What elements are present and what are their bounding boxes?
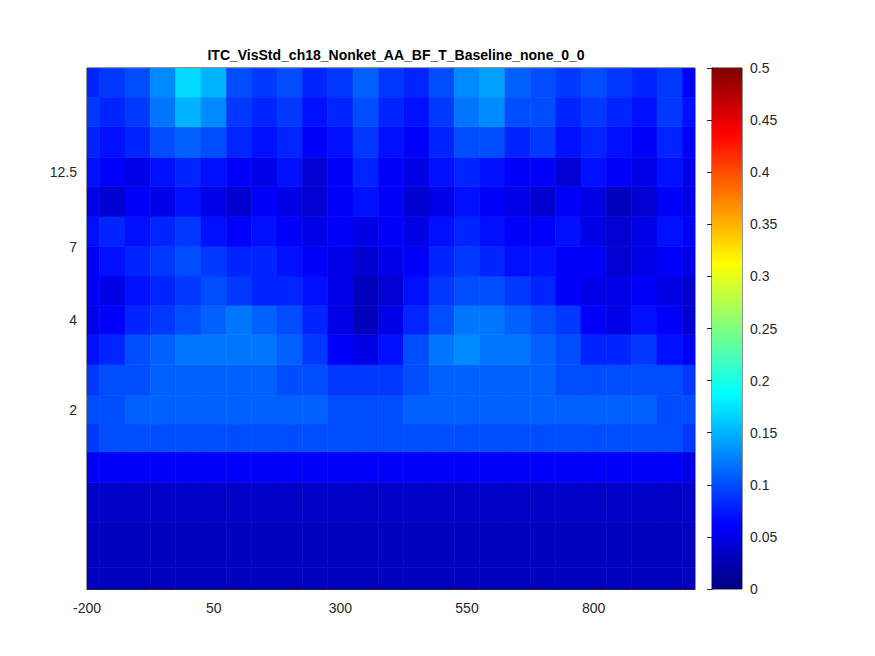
svg-text:800: 800 [582,600,606,616]
svg-text:0.35: 0.35 [750,216,777,232]
svg-text:300: 300 [329,600,353,616]
svg-text:0: 0 [750,581,758,597]
svg-text:0.4: 0.4 [750,164,770,180]
svg-text:0.3: 0.3 [750,268,770,284]
svg-text:0.15: 0.15 [750,425,777,441]
svg-text:12.5: 12.5 [50,164,77,180]
svg-text:0.2: 0.2 [750,373,770,389]
svg-text:0.1: 0.1 [750,477,770,493]
svg-text:0.05: 0.05 [750,529,777,545]
svg-text:0.45: 0.45 [750,112,777,128]
svg-text:2: 2 [69,402,77,418]
svg-text:0.25: 0.25 [750,321,777,337]
svg-text:ITC_VisStd_ch18_Nonket_AA_BF_T: ITC_VisStd_ch18_Nonket_AA_BF_T_Baseline_… [207,47,584,63]
svg-text:0.5: 0.5 [750,60,770,76]
svg-text:7: 7 [69,239,77,255]
svg-text:4: 4 [69,312,77,328]
svg-text:50: 50 [206,600,222,616]
svg-text:550: 550 [455,600,479,616]
svg-text:-200: -200 [73,600,101,616]
